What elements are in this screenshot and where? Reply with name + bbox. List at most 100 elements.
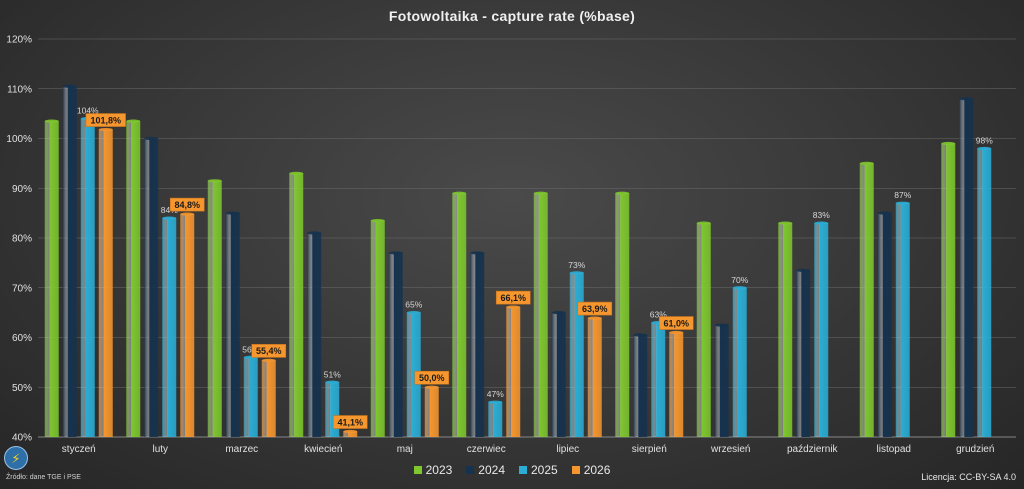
legend-swatch — [571, 466, 580, 474]
bar-cap — [551, 311, 566, 315]
bar-2025-lipiec — [569, 272, 584, 437]
bar-cap — [714, 323, 729, 327]
lightning-bolt-icon: ⚡ — [4, 446, 28, 470]
y-tick-label: 100% — [6, 134, 32, 145]
x-tick-label: grudzień — [956, 444, 994, 455]
bar-2024-marzec — [225, 213, 240, 437]
bar-2025-październik — [814, 223, 829, 437]
bar-2023-kwiecień — [289, 173, 304, 437]
bar-2024-czerwiec — [470, 252, 485, 437]
bar-2023-luty — [126, 121, 141, 438]
bar-cap — [289, 171, 304, 175]
data-label-2026: 41,1% — [337, 417, 363, 427]
bar-cap — [388, 251, 403, 255]
x-tick-label: luty — [152, 444, 168, 455]
bar-2026-lipiec — [587, 318, 602, 437]
bar-2026-kwiecień — [343, 431, 358, 437]
legend-item-2024: 2024 — [466, 463, 505, 477]
bar-2024-kwiecień — [307, 233, 322, 437]
data-label-2025: 51% — [324, 369, 341, 379]
chart-title: Fotowoltaika - capture rate (%base) — [388, 8, 636, 24]
bar-2025-listopad — [895, 203, 910, 437]
data-label-2025: 65% — [405, 300, 422, 310]
grid-lines — [38, 38, 1016, 438]
data-label-2025: 70% — [731, 275, 748, 285]
bar-cap — [941, 141, 956, 146]
y-tick-label: 70% — [12, 283, 32, 294]
bar-cap — [615, 191, 630, 195]
data-label-box — [332, 415, 368, 429]
bar-cap — [533, 191, 548, 195]
bar-2024-grudzień — [959, 98, 974, 437]
bar-2023-czerwiec — [452, 193, 467, 437]
bar-cap — [796, 268, 811, 272]
x-tick-label: styczeń — [62, 444, 96, 455]
bar-2025-maj — [406, 312, 421, 437]
x-tick-label: marzec — [225, 444, 258, 455]
bar-2024-luty — [144, 138, 159, 437]
y-tick-label: 120% — [6, 35, 32, 46]
bar-cap — [569, 271, 584, 275]
bar-2025-grudzień — [977, 148, 992, 437]
bar-2025-wrzesień — [732, 287, 747, 437]
y-tick-label: 80% — [12, 234, 32, 245]
data-label-2026: 63,9% — [582, 304, 608, 314]
bar-2025-styczeń — [80, 118, 95, 437]
legend-item-2026: 2026 — [571, 463, 610, 477]
y-axis-ticks: 40% 50% 60% 70% 80% 90% 100% 110% 120% — [6, 35, 32, 444]
bar-2023-wrzesień — [696, 223, 711, 437]
bar-2025-czerwiec — [488, 402, 503, 437]
bar-2023-październik — [778, 223, 793, 437]
legend-label: 2023 — [425, 463, 453, 477]
bar-cap — [370, 218, 385, 223]
bar-cap — [225, 211, 240, 215]
bar-2024-wrzesień — [714, 325, 729, 437]
data-label-box — [495, 290, 531, 305]
bar-2026-marzec — [261, 360, 276, 437]
bar-2026-maj — [424, 387, 439, 437]
data-labels: 104%101,8% 84%84,8% 56%55,4% 51% 41,1% 65% 50,… — [77, 106, 993, 429]
legend-label: 2025 — [531, 463, 558, 477]
bar-cap — [778, 221, 793, 225]
legend-swatch — [413, 466, 422, 474]
bar-cap — [977, 146, 992, 151]
data-label-2025: 87% — [894, 190, 911, 200]
data-label-box — [251, 344, 287, 358]
bar-cap — [859, 161, 874, 165]
bar-2025-sierpień — [651, 322, 666, 437]
y-tick-label: 50% — [12, 383, 32, 394]
bar-2024-październik — [796, 270, 811, 437]
bar-cap — [696, 221, 711, 225]
data-label-box — [658, 316, 694, 330]
bar-2026-czerwiec — [506, 307, 521, 437]
data-label-2026: 61,0% — [663, 318, 689, 328]
x-tick-label: czerwiec — [467, 444, 506, 455]
data-label-2025: 104% — [77, 106, 99, 116]
data-label-2026: 55,4% — [256, 346, 282, 356]
bar-cap — [307, 231, 322, 235]
bar-cap — [144, 136, 159, 141]
y-tick-label: 110% — [7, 84, 32, 95]
bar-2023-listopad — [859, 163, 874, 437]
y-tick-label: 60% — [12, 333, 32, 344]
x-tick-label: październik — [787, 444, 839, 455]
data-label-2025: 83% — [813, 210, 830, 220]
data-label-box — [414, 370, 450, 385]
bar-2023-marzec — [207, 180, 222, 437]
bar-cap — [814, 221, 829, 225]
y-tick-label: 90% — [12, 184, 32, 195]
bar-2024-styczeń — [62, 86, 77, 437]
bar-cap — [406, 311, 421, 315]
bar-2023-maj — [370, 220, 385, 437]
bar-2023-grudzień — [941, 143, 956, 437]
bar-cap — [877, 211, 892, 215]
data-label-2025: 84% — [161, 205, 178, 215]
data-label-2026: 84,8% — [174, 200, 200, 210]
x-tick-label: wrzesień — [710, 444, 750, 455]
bar-cap — [180, 212, 195, 216]
bar-2024-maj — [388, 252, 403, 437]
bar-cap — [587, 316, 602, 320]
data-label-box — [577, 301, 613, 316]
data-label-2026: 101,8% — [90, 115, 121, 125]
x-tick-label: lipiec — [556, 444, 579, 455]
